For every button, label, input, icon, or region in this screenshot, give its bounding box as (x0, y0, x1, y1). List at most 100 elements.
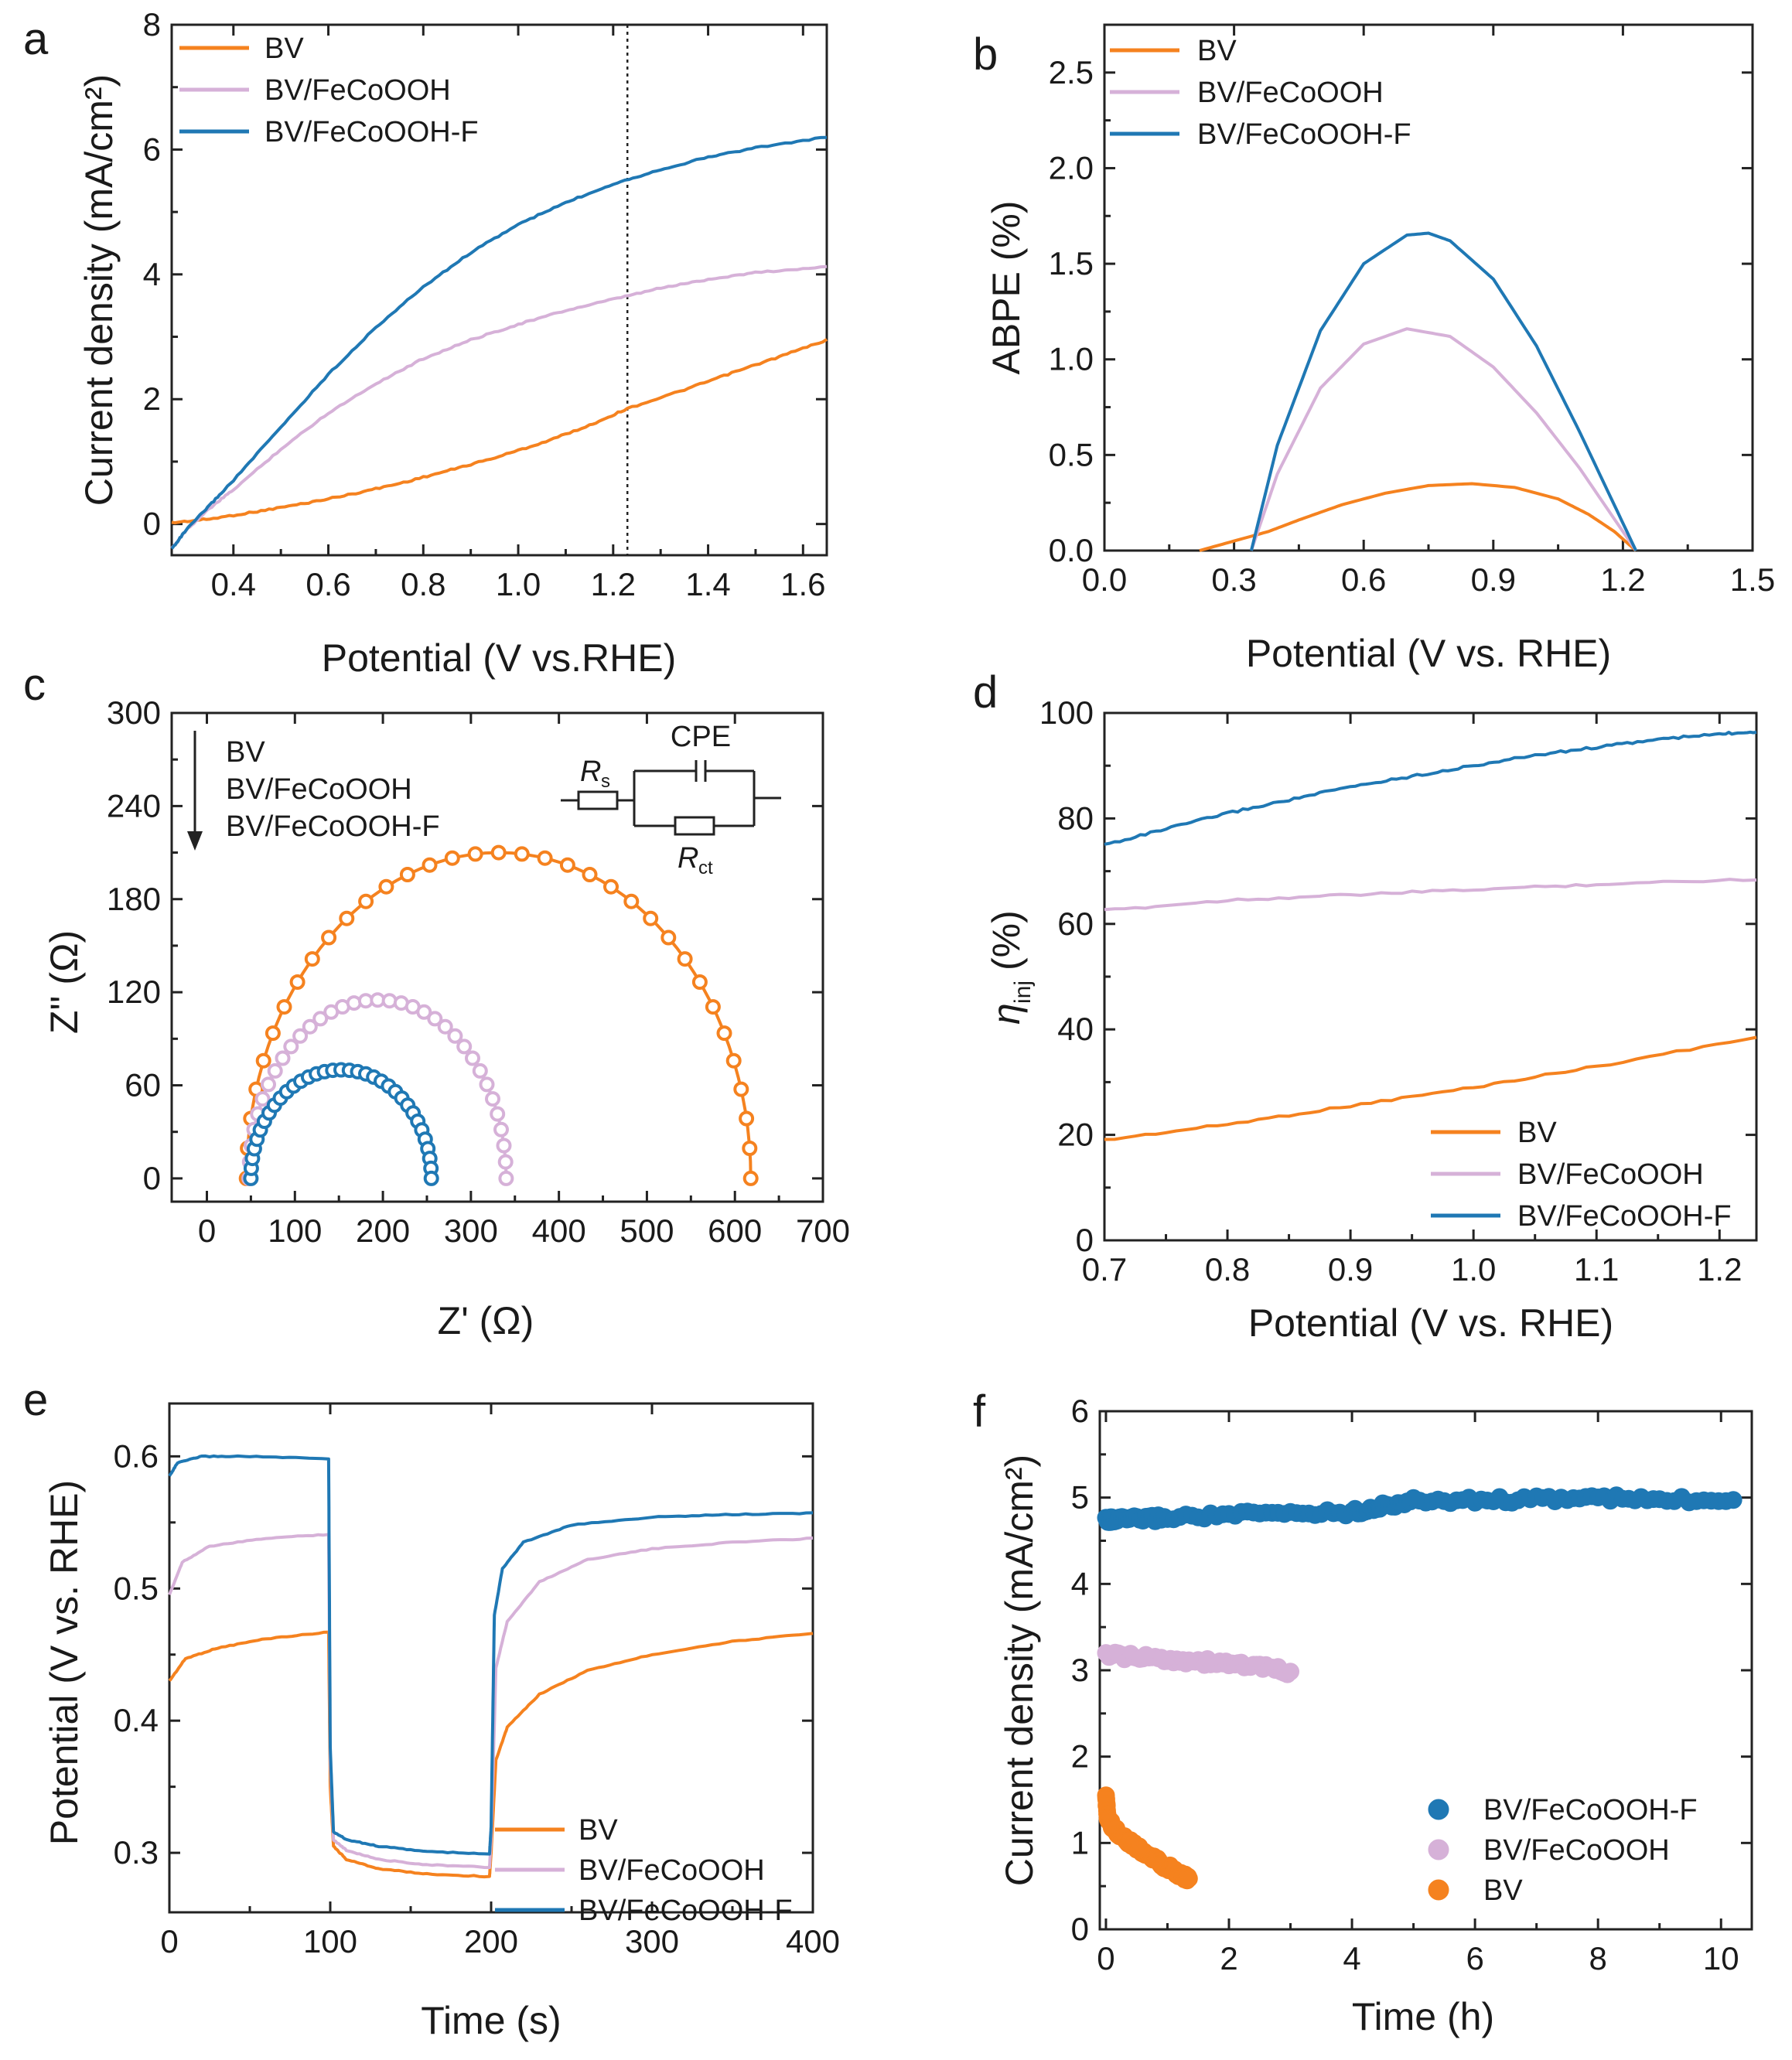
panel-d-legend-label-bv: BV (1517, 1117, 1557, 1149)
panel-a-letter: a (23, 14, 49, 64)
panel-c-y-tick-label: 0 (143, 1160, 161, 1196)
panel-f-y-axis-label: Current density (mA/cm²) (998, 1455, 1041, 1886)
panel-c-point-bv (603, 878, 619, 895)
panel-f-y-tick-label: 1 (1071, 1824, 1089, 1860)
panel-d-series-bv-fecoooh (1104, 878, 1757, 912)
panel-c-point-bv (276, 999, 292, 1015)
panel-e-ticks: 0 100 200 300 400 0.3 0.4 0.5 0.6 (114, 1403, 840, 1959)
panel-d-series-bv-fecoooh-f (1104, 730, 1757, 846)
panel-c-point-bv (265, 1025, 281, 1042)
panel-c-point-bv (725, 1052, 742, 1069)
panel-b-y-tick-label: 0.0 (1049, 532, 1094, 568)
panel-c-point-bv (304, 951, 320, 967)
panel-e-series-bv-fecoooh (168, 1533, 814, 1870)
panel-d-legend-label-fecooh-f: BV/FeCoOOH-F (1517, 1200, 1732, 1233)
panel-e-x-tick-label: 100 (303, 1923, 357, 1959)
panel-b-series (1199, 231, 1638, 552)
panel-c-x-tick-label: 100 (268, 1212, 322, 1249)
panel-b-legend: BV BV/FeCoOOH BV/FeCoOOH-F (1110, 35, 1411, 151)
panel-d-legend-label-fecooh: BV/FeCoOOH (1517, 1158, 1704, 1191)
circuit-resistor-rs (577, 790, 619, 810)
panel-a-y-tick-label: 8 (143, 6, 161, 43)
panel-c-x-tick-label: 400 (532, 1212, 586, 1249)
panel-c-point-bv-fecoooh (427, 1011, 443, 1027)
panel-f-y-tick-label: 5 (1071, 1479, 1089, 1516)
panel-d-letter: d (973, 667, 998, 718)
panel-c-point-bv-fecoooh (416, 1004, 432, 1020)
panel-d-y-tick-label: 60 (1057, 906, 1094, 942)
panel-c-point-bv (660, 929, 677, 946)
panel-e-series-bv (168, 1630, 814, 1879)
panel-f-point-bv-fecoooh (1282, 1663, 1299, 1681)
panel-c-point-bv (514, 846, 530, 862)
circuit-rct-label: R (678, 842, 698, 875)
panel-f-legend-marker-fecooh-f (1428, 1799, 1449, 1820)
panel-e-series-bv-fecoooh-f (168, 1454, 814, 1856)
panel-c-y-tick-label: 60 (125, 1067, 161, 1103)
panel-c-x-axis-label: Z' (Ω) (438, 1299, 534, 1342)
panel-c-letter: c (23, 660, 46, 710)
panel-c-point-bv (705, 999, 721, 1015)
panel-f-legend-marker-fecooh (1428, 1839, 1449, 1860)
panel-c-point-bv (623, 893, 640, 909)
panel-b-y-axis-label: ABPE (%) (985, 200, 1028, 374)
panel-e: e 0 100 200 300 400 0.3 0.4 0.5 0.6 Time (s) Pot… (23, 1375, 840, 2042)
panel-c-point-bv (733, 1081, 749, 1097)
panel-f-legend-label-fecooh-f: BV/FeCoOOH-F (1483, 1794, 1698, 1826)
panel-b-series-bv-fecoooh-f (1249, 231, 1638, 551)
panel-f-y-tick-label: 2 (1071, 1738, 1089, 1775)
panel-c-point-bv (537, 850, 553, 866)
panel-c-y-tick-label: 300 (107, 694, 161, 731)
panel-d-x-tick-label: 0.7 (1082, 1251, 1127, 1288)
panel-c-point-bv-fecoooh (261, 1076, 276, 1093)
panel-c-y-tick-label: 240 (107, 787, 161, 824)
panel-c-frame (170, 711, 824, 1203)
panel-b-series-bv-fecoooh (1250, 327, 1637, 552)
panel-f-x-tick-label: 0 (1097, 1940, 1114, 1976)
panel-c-point-bv (739, 1110, 755, 1127)
panel-c-point-bv (339, 910, 355, 926)
panel-c-point-bv-fecoooh (465, 1050, 480, 1066)
panel-c-order-arrow-head (187, 831, 203, 851)
panel-c-point-bv (467, 846, 483, 862)
panel-f-legend-label-bv: BV (1483, 1874, 1523, 1907)
panel-c-point-bv (677, 951, 693, 967)
panel-c-point-bv (691, 974, 708, 990)
circuit-rs-label: R (580, 755, 601, 788)
panel-d-y-label-eta: η (985, 1003, 1028, 1025)
circuit-resistor-rct (674, 816, 715, 836)
panel-c-point-bv (643, 910, 659, 926)
panel-c-point-bv (742, 1141, 758, 1156)
panel-c-point-bv (582, 867, 598, 882)
panel-c-legend-label-fecooh: BV/FeCoOOH (226, 773, 412, 806)
panel-b-x-tick-label: 1.5 (1730, 561, 1775, 598)
panel-c-point-bv-fecoooh (479, 1076, 495, 1093)
panel-d-ticks: 0.7 0.8 0.9 1.0 1.1 1.2 0 20 40 60 80 100 (1039, 694, 1756, 1288)
panel-d-y-label-unit: (%) (985, 910, 1028, 970)
panel-b-x-tick-label: 0.3 (1211, 561, 1256, 598)
panel-b-ticks: 0.0 0.3 0.6 0.9 1.2 1.5 0.0 0.5 1.0 1.5 2.0 2.5 (1049, 25, 1775, 598)
panel-a-y-axis-label: Current density (mA/cm²) (77, 74, 121, 506)
panel-e-letter: e (23, 1375, 48, 1425)
panel-c-point-bv (422, 857, 438, 873)
panel-d: d 0.7 0.8 0.9 1.0 1.1 1.2 0 20 40 60 80 100 Potenti… (973, 667, 1758, 1345)
panel-f-point-bv-fecoooh-f (1724, 1491, 1743, 1509)
panel-f-y-tick-label: 6 (1071, 1393, 1089, 1429)
panel-e-x-tick-label: 200 (464, 1923, 518, 1959)
panel-c-point-bv (490, 844, 507, 861)
panel-a-series-bv-fecoooh-f (170, 135, 828, 550)
panel-c-point-bv (742, 1170, 759, 1186)
panel-c-point-bv-fecoooh (497, 1154, 514, 1170)
panel-c: c 0 100 200 300 400 500 600 700060120180240300 … (23, 660, 850, 1342)
panel-c-point-bv-fecoooh (493, 1121, 509, 1137)
panel-f-x-tick-label: 6 (1466, 1940, 1483, 1976)
panel-b-x-tick-label: 0.0 (1082, 561, 1127, 598)
panel-a-series-bv-fecoooh (170, 264, 828, 550)
panel-b-legend-label-fecooh-f: BV/FeCoOOH-F (1197, 118, 1411, 151)
panel-a-x-tick-label: 1.4 (685, 566, 730, 602)
panel-d-x-tick-label: 1.2 (1697, 1251, 1742, 1288)
panel-d-x-axis-label: Potential (V vs. RHE) (1248, 1301, 1613, 1345)
panel-f-y-tick-label: 4 (1071, 1565, 1089, 1601)
